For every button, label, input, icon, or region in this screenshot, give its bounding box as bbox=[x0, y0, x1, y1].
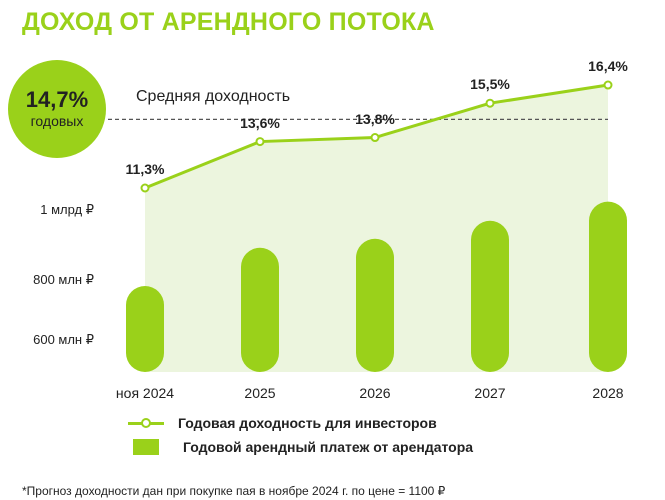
data-label-4: 16,4% bbox=[588, 58, 628, 75]
legend-item-line: Годовая доходность для инвесторов bbox=[128, 415, 437, 431]
data-label-2: 13,8% bbox=[355, 110, 395, 127]
x-tick-label-4: 2028 bbox=[592, 385, 624, 401]
data-label-3: 15,5% bbox=[470, 76, 510, 93]
x-tick-label-0: ноя 2024 bbox=[115, 385, 175, 401]
average-yield-label: Средняя доходность bbox=[136, 88, 291, 105]
footnote: *Прогноз доходности дан при покупке пая … bbox=[22, 484, 446, 498]
yield-point-1 bbox=[255, 137, 265, 147]
y-tick-label-2: 1 млрд ₽ bbox=[40, 202, 94, 217]
bar-4 bbox=[589, 201, 627, 372]
bar-3 bbox=[471, 220, 509, 372]
chart-title: ДОХОД ОТ АРЕНДНОГО ПОТОКА bbox=[22, 8, 435, 36]
legend-item-bar: Годовой арендный платеж от арендатора bbox=[128, 439, 473, 455]
bar-1 bbox=[241, 247, 279, 372]
x-tick-label-3: 2027 bbox=[474, 385, 506, 401]
bar-swatch-icon bbox=[133, 439, 159, 455]
yield-point-0 bbox=[140, 183, 150, 193]
legend-bar-label: Годовой арендный платеж от арендатора bbox=[183, 439, 474, 455]
bar-0 bbox=[126, 286, 164, 372]
line-marker-icon bbox=[128, 417, 164, 428]
x-tick-label-2: 2026 bbox=[359, 385, 391, 401]
average-yield-badge: 14,7% годовых bbox=[8, 60, 106, 158]
bar-2 bbox=[356, 238, 394, 372]
yield-point-3 bbox=[485, 98, 495, 108]
average-yield-value: 14,7% bbox=[25, 87, 89, 112]
data-label-0: 11,3% bbox=[125, 161, 165, 177]
yield-point-4 bbox=[603, 80, 613, 90]
yield-point-2 bbox=[370, 133, 380, 143]
y-tick-label-0: 600 млн ₽ bbox=[33, 332, 94, 347]
data-label-1: 13,6% bbox=[240, 114, 280, 131]
average-yield-unit: годовых bbox=[30, 113, 84, 129]
y-tick-label-1: 800 млн ₽ bbox=[33, 272, 94, 287]
legend-line-label: Годовая доходность для инвесторов bbox=[178, 415, 437, 431]
x-tick-label-1: 2025 bbox=[244, 385, 276, 401]
